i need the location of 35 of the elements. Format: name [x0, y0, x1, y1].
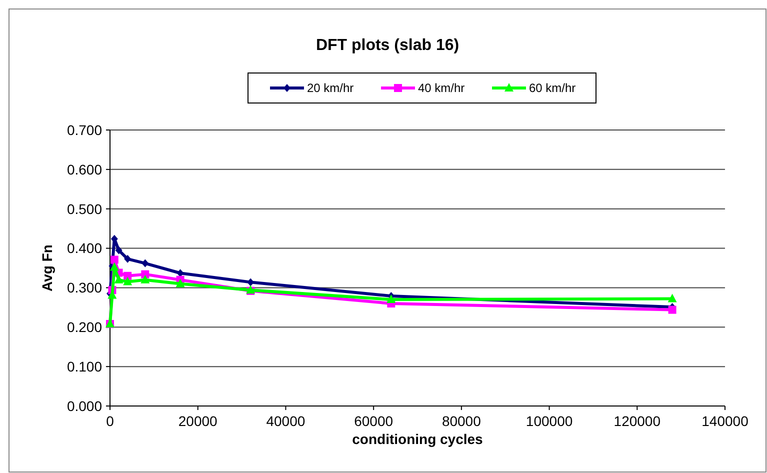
point [176, 278, 185, 288]
x-tick-label: 60000 [354, 413, 394, 429]
y-axis-title: Avg Fn [39, 244, 55, 292]
y-tick-label: 0.400 [66, 240, 102, 256]
y-tick-label: 0.000 [66, 398, 102, 414]
x-tick-label: 40000 [266, 413, 306, 429]
y-tick-label: 0.200 [66, 319, 102, 336]
point [123, 276, 132, 286]
y-tick-label: 0.600 [66, 161, 102, 178]
x-tick-label: 120000 [614, 413, 661, 429]
y-tick-label: 0.700 [66, 122, 102, 138]
chart-title: DFT plots (slab 16) [316, 37, 460, 54]
point [114, 274, 124, 284]
legend-label: 40 km/hr [418, 81, 465, 96]
x-axis-title: conditioning cycles [352, 431, 484, 447]
legend-label: 60 km/hr [529, 81, 576, 96]
point [124, 272, 132, 280]
x-tick-label: 100000 [526, 413, 573, 429]
point [386, 294, 396, 304]
y-tick-label: 0.300 [66, 280, 102, 296]
point [124, 254, 132, 263]
point [668, 306, 676, 314]
point [110, 262, 119, 271]
legend-label: 20 km/hr [307, 81, 354, 96]
y-tick-label: 0.100 [66, 358, 102, 374]
point [140, 274, 150, 284]
y-tick-label: 0.500 [66, 200, 102, 217]
x-tick-label: 0 [106, 413, 114, 429]
x-tick-label: 80000 [442, 413, 482, 429]
x-tick-label: 140000 [702, 413, 749, 429]
point [115, 246, 122, 254]
point [110, 256, 118, 264]
point [668, 294, 677, 302]
x-tick-label: 20000 [178, 413, 218, 429]
point [142, 259, 149, 268]
